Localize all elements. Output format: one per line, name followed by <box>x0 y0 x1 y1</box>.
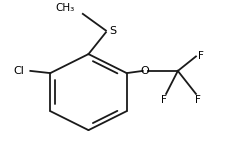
Text: O: O <box>141 66 149 76</box>
Text: S: S <box>76 11 77 12</box>
Text: F: F <box>161 95 167 105</box>
Text: S: S <box>109 26 116 36</box>
Text: F: F <box>198 51 204 60</box>
Text: CH₃: CH₃ <box>56 3 75 13</box>
Text: Cl: Cl <box>13 66 24 76</box>
Text: F: F <box>195 95 201 105</box>
